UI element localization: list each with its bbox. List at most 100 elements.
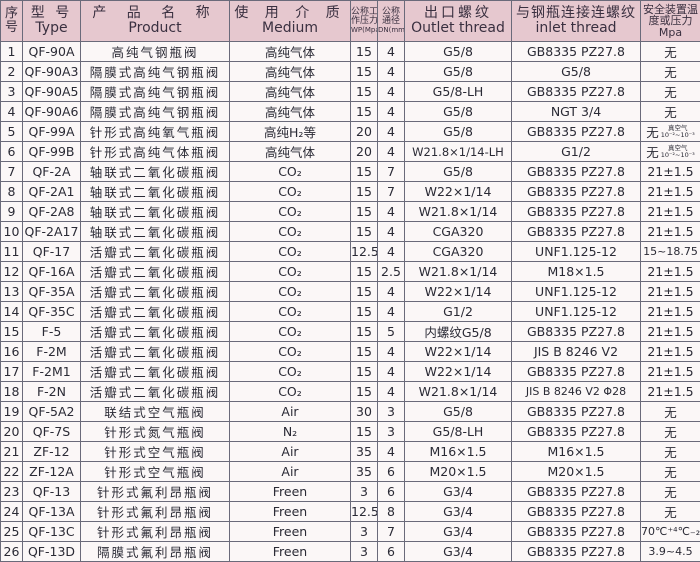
cell-product: 轴联式二氧化碳瓶阀 (81, 222, 230, 242)
cell-no: 7 (1, 162, 23, 182)
cell-inlet: JIS B 8246 V2 Φ28 (512, 382, 641, 402)
cell-product: 轴联式二氧化碳瓶阀 (81, 162, 230, 182)
cell-outlet: W22×1/14 (405, 182, 512, 202)
cell-wp: 15 (351, 202, 378, 222)
cell-inlet: GB8335 PZ27.8 (512, 422, 641, 442)
cell-inlet: GB8335 PZ27.8 (512, 542, 641, 562)
cell-safety: 无 (641, 422, 700, 442)
cell-dn: 2.5 (378, 262, 405, 282)
cell-inlet: M18×1.5 (512, 262, 641, 282)
cell-dn: 6 (378, 542, 405, 562)
cell-product: 联结式空气瓶阀 (81, 402, 230, 422)
cell-outlet: G5/8 (405, 402, 512, 422)
cell-inlet: GB8335 PZ27.8 (512, 502, 641, 522)
cell-type: QF-2A1 (23, 182, 81, 202)
cell-dn: 4 (378, 302, 405, 322)
cell-product: 活瓣式二氧化碳瓶阀 (81, 302, 230, 322)
cell-inlet: G5/8 (512, 62, 641, 82)
cell-type: QF-90A5 (23, 82, 81, 102)
cell-type: QF-7S (23, 422, 81, 442)
cell-no: 26 (1, 542, 23, 562)
cell-outlet: W21.8×1/14-LH (405, 142, 512, 162)
cell-wp: 35 (351, 462, 378, 482)
cell-medium: CO₂ (230, 342, 351, 362)
cell-type: F-2M1 (23, 362, 81, 382)
cell-product: 针形式氮气瓶阀 (81, 422, 230, 442)
cell-safety: 21±1.5 (641, 202, 700, 222)
header-seq: 序号 (1, 1, 23, 42)
cell-no: 2 (1, 62, 23, 82)
cell-safety: 无 (641, 462, 700, 482)
cell-type: QF-99A (23, 122, 81, 142)
cell-medium: 高纯气体 (230, 82, 351, 102)
cell-inlet: GB8335 PZ27.8 (512, 82, 641, 102)
cell-dn: 8 (378, 502, 405, 522)
cell-outlet: G5/8 (405, 102, 512, 122)
cell-inlet: GB8335 PZ27.8 (512, 122, 641, 142)
cell-wp: 3 (351, 542, 378, 562)
cell-dn: 4 (378, 442, 405, 462)
cell-medium: Freen (230, 522, 351, 542)
cell-product: 针形式空气瓶阀 (81, 462, 230, 482)
cell-safety: 无 (641, 102, 700, 122)
cell-product: 轴联式二氧化碳瓶阀 (81, 202, 230, 222)
cell-no: 21 (1, 442, 23, 462)
cell-safety: 21±1.5 (641, 182, 700, 202)
cell-product: 活瓣式二氧化碳瓶阀 (81, 362, 230, 382)
cell-product: 隔膜式氟利昂瓶阀 (81, 542, 230, 562)
cell-product: 针形式高纯气体瓶阀 (81, 142, 230, 162)
cell-type: ZF-12 (23, 442, 81, 462)
cell-outlet: G5/8-LH (405, 82, 512, 102)
cell-medium: Freen (230, 502, 351, 522)
cell-dn: 3 (378, 422, 405, 442)
cell-outlet: G5/8 (405, 162, 512, 182)
cell-dn: 4 (378, 242, 405, 262)
cell-type: QF-2A17 (23, 222, 81, 242)
cell-inlet: NGT 3/4 (512, 102, 641, 122)
cell-outlet: 内螺纹G5/8 (405, 322, 512, 342)
cell-safety: 21±1.5 (641, 162, 700, 182)
cell-wp: 15 (351, 222, 378, 242)
cell-no: 16 (1, 342, 23, 362)
cell-safety: 无 (641, 502, 700, 522)
cell-safety: 21±1.5 (641, 262, 700, 282)
cell-dn: 4 (378, 82, 405, 102)
cell-inlet: GB8335 PZ27.8 (512, 182, 641, 202)
cell-safety: 21±1.5 (641, 222, 700, 242)
cell-outlet: G3/4 (405, 502, 512, 522)
cell-no: 6 (1, 142, 23, 162)
cell-safety: 21±1.5 (641, 282, 700, 302)
cell-inlet: GB8335 PZ27.8 (512, 42, 641, 62)
cell-dn: 6 (378, 462, 405, 482)
cell-product: 活瓣式二氧化碳瓶阀 (81, 282, 230, 302)
cell-dn: 6 (378, 482, 405, 502)
cell-type: F-5 (23, 322, 81, 342)
cell-wp: 15 (351, 82, 378, 102)
cell-no: 13 (1, 282, 23, 302)
cell-wp: 20 (351, 142, 378, 162)
cell-inlet: GB8335 PZ27.8 (512, 162, 641, 182)
cell-no: 22 (1, 462, 23, 482)
cell-type: QF-5A2 (23, 402, 81, 422)
cell-no: 3 (1, 82, 23, 102)
cell-dn: 4 (378, 202, 405, 222)
